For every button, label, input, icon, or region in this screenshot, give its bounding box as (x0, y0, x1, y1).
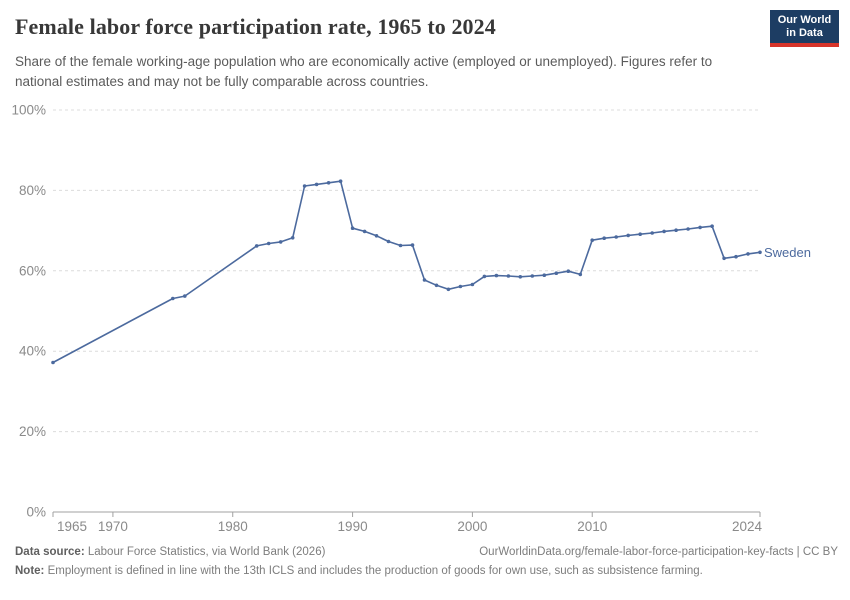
y-tick-label: 80% (19, 183, 46, 198)
data-point-marker (734, 254, 738, 259)
data-point-marker (674, 228, 678, 232)
x-tick-label: 2010 (577, 519, 607, 534)
data-point-marker (494, 273, 499, 278)
data-point-marker (386, 239, 391, 244)
footer-note-label: Note: (15, 565, 45, 577)
y-tick-label: 40% (19, 344, 46, 359)
data-point-marker (614, 235, 618, 239)
data-point-marker (374, 234, 379, 238)
footer-note-text: Employment is defined in line with the 1… (44, 565, 703, 577)
series-label-sweden: Sweden (764, 245, 811, 260)
x-tick-label: 1965 (57, 519, 87, 534)
data-point-marker (566, 269, 571, 274)
data-point-marker (542, 273, 547, 278)
data-point-marker (410, 243, 415, 247)
data-point-marker (446, 287, 451, 292)
data-point-marker (590, 238, 594, 242)
chart-title: Female labor force participation rate, 1… (15, 14, 496, 39)
owid-logo-line2: in Data (786, 26, 823, 39)
footer-datasource: Data source: Labour Force Statistics, vi… (15, 546, 325, 558)
data-point-marker (302, 184, 307, 188)
data-point-marker (266, 241, 271, 246)
data-point-marker (698, 225, 702, 230)
data-point-marker (434, 283, 439, 288)
data-point-marker (254, 244, 259, 248)
data-point-marker (338, 179, 343, 183)
data-point-marker (578, 272, 583, 277)
y-tick-label: 60% (19, 263, 46, 278)
data-point-marker (686, 227, 690, 231)
data-point-marker (602, 236, 606, 240)
data-point-marker (722, 256, 726, 261)
x-tick-label: 2024 (732, 519, 763, 534)
data-point-marker (470, 282, 475, 287)
data-point-marker (422, 278, 427, 282)
y-tick-label: 20% (19, 424, 46, 439)
x-tick-label: 1980 (218, 519, 248, 534)
data-point-marker (710, 224, 714, 228)
data-point-marker (350, 226, 355, 230)
x-tick-label: 2000 (457, 519, 487, 534)
footer-url: OurWorldinData.org/female-labor-force-pa… (479, 546, 838, 558)
chart-subtitle: Share of the female working-age populati… (15, 54, 713, 89)
data-point-marker (638, 232, 642, 236)
data-point-marker (171, 296, 175, 301)
footer-datasource-text: Labour Force Statistics, via World Bank … (84, 546, 326, 558)
data-point-marker (554, 271, 559, 276)
data-point-marker (518, 275, 523, 279)
y-tick-label: 100% (11, 103, 46, 118)
data-point-marker (326, 181, 331, 185)
data-point-marker (183, 294, 187, 298)
data-point-marker (314, 182, 319, 187)
x-tick-label: 1970 (98, 519, 128, 534)
data-point-marker (746, 252, 750, 256)
series-line-sweden (52, 180, 761, 364)
data-point-marker (278, 240, 283, 244)
data-point-marker (51, 360, 55, 365)
data-point-marker (482, 274, 487, 279)
footer-note: Note: Employment is defined in line with… (15, 565, 835, 577)
data-point-marker (362, 229, 367, 234)
data-point-marker (458, 284, 463, 289)
data-point-marker (290, 236, 295, 240)
owid-logo-line1: Our World (777, 13, 832, 26)
x-tick-label: 1990 (338, 519, 368, 534)
y-tick-label: 0% (26, 505, 46, 520)
data-point-marker (626, 233, 630, 238)
data-point-marker (650, 231, 654, 235)
data-point-marker (398, 243, 403, 248)
data-point-marker (662, 229, 666, 234)
data-point-marker (506, 274, 511, 278)
footer-datasource-label: Data source: (15, 546, 85, 558)
data-point-marker (758, 250, 762, 255)
owid-logo[interactable]: Our World in Data (770, 10, 839, 47)
data-point-marker (530, 274, 535, 278)
